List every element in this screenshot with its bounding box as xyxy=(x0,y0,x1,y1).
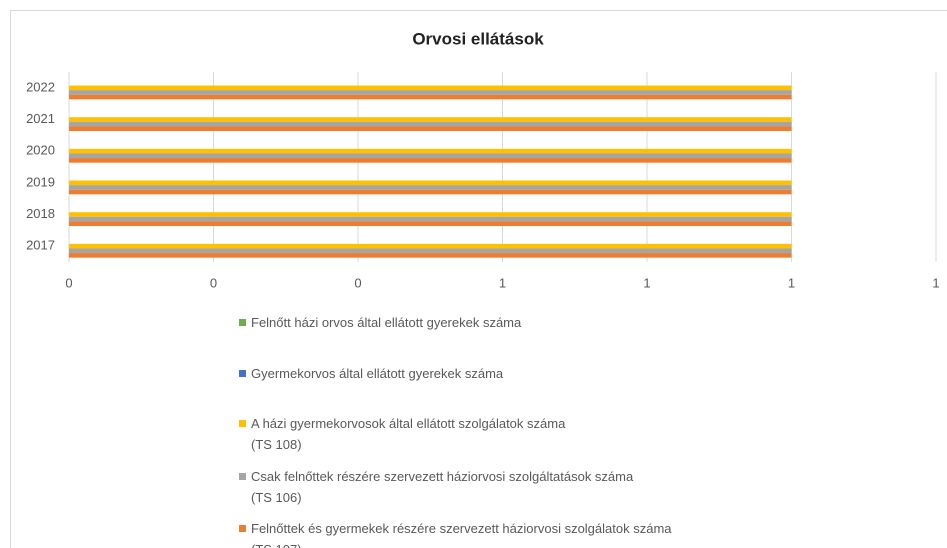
legend-item: A házi gyermekorvosok által ellátott szo… xyxy=(239,413,565,455)
legend-item: Felnőttek és gyermekek részére szervezet… xyxy=(239,518,672,548)
bar xyxy=(69,189,792,195)
legend-item: Csak felnőttek részére szervezett házior… xyxy=(239,466,633,508)
legend-item: Gyermekorvos által ellátott gyerekek szá… xyxy=(239,363,503,384)
bar xyxy=(69,126,792,131)
bar xyxy=(69,212,792,217)
bar xyxy=(69,180,792,186)
bar xyxy=(69,221,792,226)
bar xyxy=(69,248,792,254)
bar xyxy=(69,90,792,95)
x-tick-label: 1 xyxy=(643,275,650,290)
bar xyxy=(69,148,792,154)
x-tick-label: 0 xyxy=(65,275,72,290)
bar xyxy=(69,216,792,222)
x-tick-label: 1 xyxy=(499,275,506,290)
legend-swatch xyxy=(239,473,246,480)
x-tick-label: 0 xyxy=(210,275,217,290)
bar xyxy=(69,158,792,163)
bar xyxy=(69,117,792,122)
bar xyxy=(69,153,792,159)
chart-frame xyxy=(10,10,947,548)
legend-label: Gyermekorvos által ellátott gyerekek szá… xyxy=(251,366,504,381)
bar xyxy=(69,243,792,249)
y-tick-label: 2018 xyxy=(26,206,55,221)
bar xyxy=(69,94,792,100)
bar xyxy=(69,185,792,190)
y-tick-label: 2021 xyxy=(26,111,55,126)
x-tick-label: 0 xyxy=(354,275,361,290)
chart-title: Orvosi ellátások xyxy=(412,29,544,48)
legend-label: Felnőtt házi orvos által ellátott gyerek… xyxy=(251,315,522,330)
legend-label: Felnőttek és gyermekek részére szervezet… xyxy=(251,521,672,548)
bar xyxy=(69,253,792,258)
y-tick-label: 2020 xyxy=(26,143,55,158)
y-tick-label: 2019 xyxy=(26,174,55,189)
legend-swatch xyxy=(239,525,246,532)
y-tick-label: 2022 xyxy=(26,79,55,94)
legend-swatch xyxy=(239,420,246,427)
bar xyxy=(69,121,792,127)
legend-swatch xyxy=(239,370,246,377)
legend-swatch xyxy=(239,319,246,326)
legend-item: Felnőtt házi orvos által ellátott gyerek… xyxy=(239,312,521,333)
legend-label: Csak felnőttek részére szervezett házior… xyxy=(251,469,634,505)
x-tick-label: 1 xyxy=(932,275,939,290)
legend-label: A házi gyermekorvosok által ellátott szo… xyxy=(251,416,566,452)
y-tick-label: 2017 xyxy=(26,238,55,253)
x-tick-label: 1 xyxy=(788,275,795,290)
bar xyxy=(69,85,792,91)
